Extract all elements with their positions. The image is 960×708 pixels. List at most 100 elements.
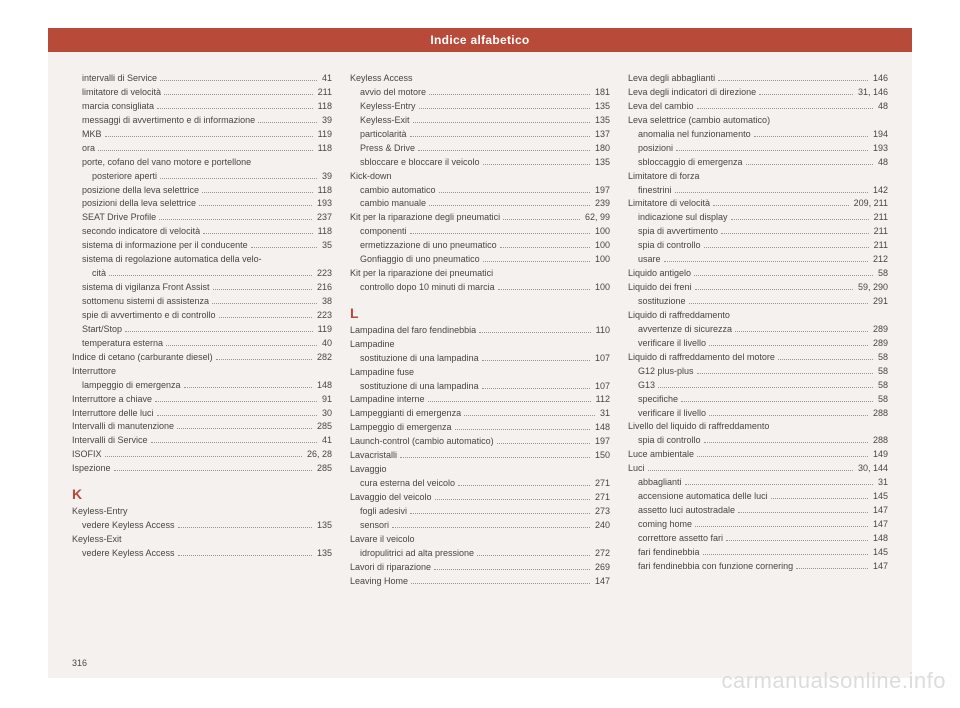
entry-page: 58 xyxy=(876,365,888,379)
index-entry: Lampeggio di emergenza 148 xyxy=(350,421,610,435)
entry-label: controllo dopo 10 minuti di marcia xyxy=(360,281,495,295)
leader-dots xyxy=(664,261,868,262)
entry-page: 137 xyxy=(593,128,610,142)
entry-label: Lavacristalli xyxy=(350,449,397,463)
entry-page: 30, 144 xyxy=(856,462,888,476)
entry-label: Keyless-Entry xyxy=(72,505,128,519)
entry-page: 107 xyxy=(593,380,610,394)
index-entry: Interruttore delle luci30 xyxy=(72,407,332,421)
index-entry: Lampadine interne112 xyxy=(350,393,610,407)
entry-label: temperatura esterna xyxy=(82,337,163,351)
leader-dots xyxy=(105,456,302,457)
entry-page: 197 xyxy=(593,435,610,449)
index-entry: spia di avvertimento211 xyxy=(628,225,888,239)
leader-dots xyxy=(709,415,868,416)
entry-label: sostituzione di una lampadina xyxy=(360,380,479,394)
entry-page: 209, 211 xyxy=(852,197,888,211)
entry-page: 193 xyxy=(871,142,888,156)
entry-label: abbaglianti xyxy=(638,476,682,490)
entry-label: Lampeggio di emergenza xyxy=(350,421,452,435)
entry-page: 35 xyxy=(320,239,332,253)
entry-page: 30 xyxy=(320,407,332,421)
leader-dots xyxy=(455,429,590,430)
leader-dots xyxy=(410,136,590,137)
index-entry: Keyless-Exit135 xyxy=(350,114,610,128)
leader-dots xyxy=(434,569,590,570)
entry-page: 142 xyxy=(871,184,888,198)
index-entry: sensori240 xyxy=(350,519,610,533)
leader-dots xyxy=(202,192,313,193)
index-entry: intervalli di Service41 xyxy=(72,72,332,86)
leader-dots xyxy=(483,261,590,262)
entry-label: intervalli di Service xyxy=(82,72,157,86)
index-entry: Kick-down xyxy=(350,170,610,184)
entry-page: 239 xyxy=(593,197,610,211)
entry-page: 282 xyxy=(315,351,332,365)
entry-page: 212 xyxy=(871,253,888,267)
leader-dots xyxy=(689,303,868,304)
entry-label: Keyless-Entry xyxy=(360,100,416,114)
entry-page: 26, 28 xyxy=(305,448,332,462)
entry-label: accensione automatica delle luci xyxy=(638,490,768,504)
entry-label: porte, cofano del vano motore e portello… xyxy=(82,156,251,170)
entry-page: 147 xyxy=(871,504,888,518)
index-entry: cambio manuale239 xyxy=(350,197,610,211)
index-entry: Keyless Access xyxy=(350,72,610,86)
index-entry: Intervalli di Service41 xyxy=(72,434,332,448)
leader-dots xyxy=(796,568,868,569)
entry-label: posteriore aperti xyxy=(92,170,157,184)
index-entry: limitatore di velocità211 xyxy=(72,86,332,100)
entry-page: 288 xyxy=(871,407,888,421)
entry-page: 273 xyxy=(593,505,610,519)
leader-dots xyxy=(164,94,313,95)
index-entry: sbloccare e bloccare il veicolo135 xyxy=(350,156,610,170)
index-entry: secondo indicatore di velocità118 xyxy=(72,225,332,239)
entry-label: messaggi di avvertimento e di informazio… xyxy=(82,114,255,128)
entry-label: componenti xyxy=(360,225,407,239)
entry-page: 39 xyxy=(320,114,332,128)
entry-page: 135 xyxy=(593,114,610,128)
index-entry: Intervalli di manutenzione285 xyxy=(72,420,332,434)
entry-page: 48 xyxy=(876,156,888,170)
entry-label: Liquido di raffreddamento xyxy=(628,309,730,323)
index-entry: porte, cofano del vano motore e portello… xyxy=(72,156,332,170)
index-column: intervalli di Service41limitatore di vel… xyxy=(72,72,332,589)
entry-label: idropulitrici ad alta pressione xyxy=(360,547,474,561)
leader-dots xyxy=(184,387,312,388)
entry-page: 135 xyxy=(593,156,610,170)
entry-page: 112 xyxy=(594,393,610,407)
entry-page: 119 xyxy=(316,128,332,142)
leader-dots xyxy=(675,192,868,193)
entry-label: Interruttore xyxy=(72,365,116,379)
index-entry: finestrini142 xyxy=(628,184,888,198)
entry-label: Start/Stop xyxy=(82,323,122,337)
entry-label: spia di controllo xyxy=(638,434,701,448)
leader-dots xyxy=(166,345,317,346)
index-column: Leva degli abbaglianti146Leva degli indi… xyxy=(628,72,888,589)
entry-page: 145 xyxy=(871,546,888,560)
entry-label: verificare il livello xyxy=(638,337,706,351)
entry-page: 288 xyxy=(871,434,888,448)
entry-label: posizioni della leva selettrice xyxy=(82,197,196,211)
entry-label: sostituzione di una lampadina xyxy=(360,352,479,366)
index-entry: G12 plus-plus58 xyxy=(628,365,888,379)
manual-page: Indice alfabetico intervalli di Service4… xyxy=(48,28,912,678)
entry-page: 58 xyxy=(876,393,888,407)
index-entry: Limitatore di forza xyxy=(628,170,888,184)
page-number: 316 xyxy=(72,658,87,668)
entry-label: sostituzione xyxy=(638,295,686,309)
leader-dots xyxy=(703,554,868,555)
index-entry: Kit per la riparazione degli pneumatici6… xyxy=(350,211,610,225)
index-entry: Leva del cambio48 xyxy=(628,100,888,114)
entry-page: 100 xyxy=(593,253,610,267)
index-entry: Lavori di riparazione269 xyxy=(350,561,610,575)
entry-label: Lampadina del faro fendinebbia xyxy=(350,324,476,338)
leader-dots xyxy=(464,415,595,416)
entry-label: particolarità xyxy=(360,128,407,142)
leader-dots xyxy=(759,94,853,95)
entry-label: anomalia nel funzionamento xyxy=(638,128,751,142)
index-entry: verificare il livello288 xyxy=(628,407,888,421)
index-entry: verificare il livello289 xyxy=(628,337,888,351)
entry-page: 148 xyxy=(593,421,610,435)
index-entry: componenti100 xyxy=(350,225,610,239)
